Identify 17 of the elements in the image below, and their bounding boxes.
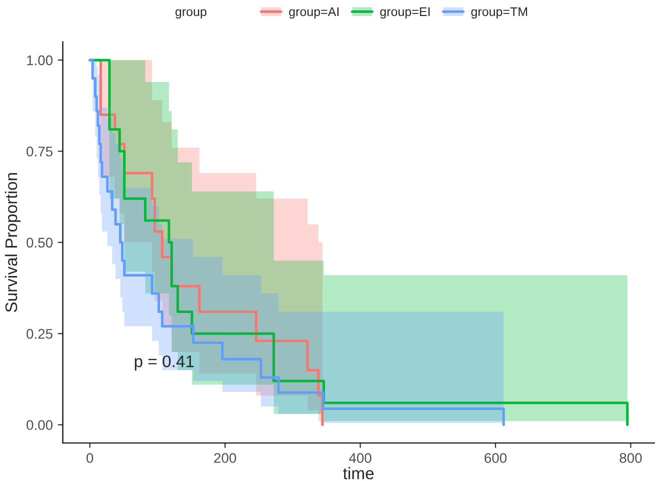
x-tick-label: 400 [349, 453, 372, 463]
legend-label: group=EI [380, 7, 430, 19]
annotation: p = 0.41 [134, 355, 194, 371]
y-axis-title: Survival Proportion [4, 173, 20, 312]
x-tick-label: 800 [620, 453, 642, 463]
y-tick-label: 0.75 [26, 146, 52, 156]
legend-label: group=AI [289, 7, 339, 19]
y-tick-label: 0.00 [26, 420, 53, 430]
y-tick-label: 0.50 [26, 238, 53, 248]
x-tick-label: 0 [86, 453, 94, 463]
legend-label: group=TM [471, 7, 528, 19]
legend-title: group [175, 9, 206, 19]
y-tick-label: 0.25 [26, 328, 52, 339]
x-axis-title: time [343, 467, 374, 480]
x-tick-label: 200 [214, 453, 236, 463]
x-tick-label: 600 [484, 453, 507, 463]
y-tick-label: 1.00 [27, 55, 53, 66]
